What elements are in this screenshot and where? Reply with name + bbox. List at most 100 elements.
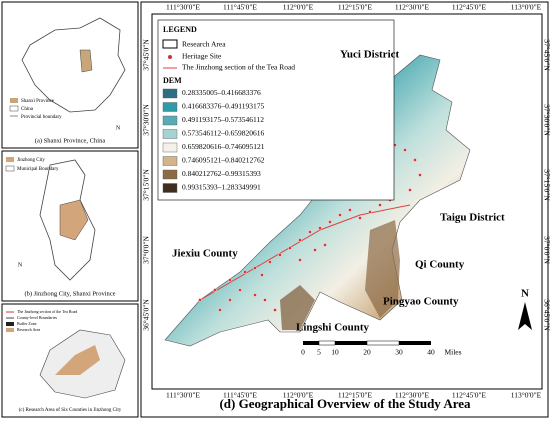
dem-label: 0.491193175–0.573546112 xyxy=(182,115,264,124)
longitude-label: 111°45'0"E xyxy=(223,3,257,12)
longitude-label: 111°45'0"E xyxy=(223,391,257,400)
scale-bar xyxy=(366,340,400,346)
latitude-label: 37°0'0"N xyxy=(142,236,151,264)
legend-label: The Jinzhong section of the Tea Road xyxy=(17,309,77,314)
terrain-hills xyxy=(280,285,315,330)
latitude-label: 37°30'0"N xyxy=(542,104,550,136)
map-title: (d) Geographical Overview of the Study A… xyxy=(219,396,471,411)
dem-label: 0.840212762–0.99315393 xyxy=(182,169,261,178)
heritage-site xyxy=(278,253,282,257)
legend-label: Research Area xyxy=(17,327,40,332)
scale-label: 10 xyxy=(331,348,339,357)
scale-label: Miles xyxy=(444,348,461,357)
legend-swatch xyxy=(9,105,19,112)
longitude-label: 112°0'0"E xyxy=(283,391,314,400)
heritage-site xyxy=(253,293,257,297)
heritage-site xyxy=(408,188,412,192)
latitude-label: 37°45'0"N xyxy=(142,39,151,71)
longitude-label: 112°45'0"E xyxy=(452,3,487,12)
heritage-site xyxy=(308,230,312,234)
latitude-label: 37°0'0"N xyxy=(542,236,550,264)
latitude-label: 37°30'0"N xyxy=(142,104,151,136)
dem-swatch xyxy=(162,129,178,139)
legend-swatch xyxy=(162,39,178,49)
inset-title: (c) Research Area of Six Counties in Jin… xyxy=(19,408,122,413)
place-label: Taigu District xyxy=(440,212,505,224)
heritage-site xyxy=(198,298,202,302)
heritage-site xyxy=(418,173,422,177)
latitude-label: 37°15'0"N xyxy=(142,169,151,201)
legend-label: County-level Boundaries xyxy=(17,315,58,320)
legend-label: Shanxi Province xyxy=(21,99,55,104)
latitude-label: 36°45'0"N xyxy=(142,299,151,331)
dem-swatch xyxy=(162,115,178,126)
north-label: N xyxy=(116,125,121,131)
place-label: Pingyao County xyxy=(383,296,459,308)
legend-label: Research Area xyxy=(182,40,226,49)
dem-label: 0.573546112–0.659820616 xyxy=(182,129,264,138)
place-label: Qi County xyxy=(415,259,465,271)
dem-swatches xyxy=(162,88,178,193)
longitude-label: 111°30'0"E xyxy=(166,3,200,12)
scale-bar xyxy=(399,341,431,345)
legend-swatch xyxy=(10,98,18,103)
heritage-site xyxy=(298,238,302,242)
heritage-site xyxy=(378,203,382,207)
scale-bar xyxy=(335,341,367,345)
jinzhong xyxy=(59,199,89,241)
legend-dot xyxy=(168,55,172,59)
inset-title: (a) Shanxi Province, China xyxy=(35,137,106,144)
scale-label: 0 xyxy=(301,348,305,357)
tea-road xyxy=(199,204,411,301)
dem-label: 0.99315393–1.283349991 xyxy=(182,183,261,192)
scale-label: 40 xyxy=(427,348,435,357)
longitude-label: 111°30'0"E xyxy=(166,391,200,400)
heritage-site xyxy=(268,260,272,264)
heritage-site xyxy=(358,216,362,220)
heritage-site xyxy=(228,298,232,302)
heritage-site xyxy=(323,243,327,247)
heritage-site xyxy=(413,158,417,162)
heritage-site xyxy=(298,258,302,262)
legend-label: The Jinzhong section of the Tea Road xyxy=(182,63,295,72)
scale-bar xyxy=(303,341,319,345)
scale-label: 20 xyxy=(363,348,371,357)
heritage-site xyxy=(318,226,322,230)
dem-label: 0.746095121–0.840212762 xyxy=(182,156,265,165)
dem-label: 0.416683376–0.491193175 xyxy=(182,102,264,111)
north-arrow xyxy=(518,302,532,330)
longitude-label: 112°30'0"E xyxy=(395,391,430,400)
heritage-site xyxy=(243,270,247,274)
north-label: N xyxy=(521,288,529,300)
inset-title: (b) Jinzhong City, Shanxi Province xyxy=(24,290,115,297)
heritage-site xyxy=(403,148,407,152)
legend-label: Buffer Zone xyxy=(17,321,37,326)
terrain-hills xyxy=(365,220,400,318)
scale-label: 30 xyxy=(395,348,403,357)
scale-bar xyxy=(318,340,336,346)
legend-label: Provincial boundary xyxy=(21,115,62,120)
legend-label: Jinzhong City xyxy=(17,158,45,163)
dem-label: 0.28335005–0.416683376 xyxy=(182,88,261,97)
north-label: N xyxy=(18,262,23,268)
heritage-site xyxy=(368,210,372,214)
latitude-label: 36°45'0"N xyxy=(542,299,550,331)
heritage-site xyxy=(238,288,242,292)
scale-label: 5 xyxy=(317,348,321,357)
shanxi xyxy=(79,49,93,73)
dem-label: 0.659820616–0.746095121 xyxy=(182,142,265,151)
longitude-label: 112°15'0"E xyxy=(338,3,373,12)
dem-swatch xyxy=(162,169,178,180)
legend-swatch xyxy=(6,328,14,332)
legend-title: DEM xyxy=(163,76,182,85)
longitude-label: 113°0'0"E xyxy=(511,3,542,12)
legend-label: China xyxy=(21,107,34,112)
china-outline xyxy=(21,17,126,113)
dem-swatch xyxy=(162,183,178,193)
dem-swatch xyxy=(162,156,178,166)
legend-swatch xyxy=(5,165,15,172)
legend xyxy=(157,19,395,201)
latitude-label: 37°15'0"N xyxy=(542,169,550,201)
heritage-site xyxy=(313,248,317,252)
